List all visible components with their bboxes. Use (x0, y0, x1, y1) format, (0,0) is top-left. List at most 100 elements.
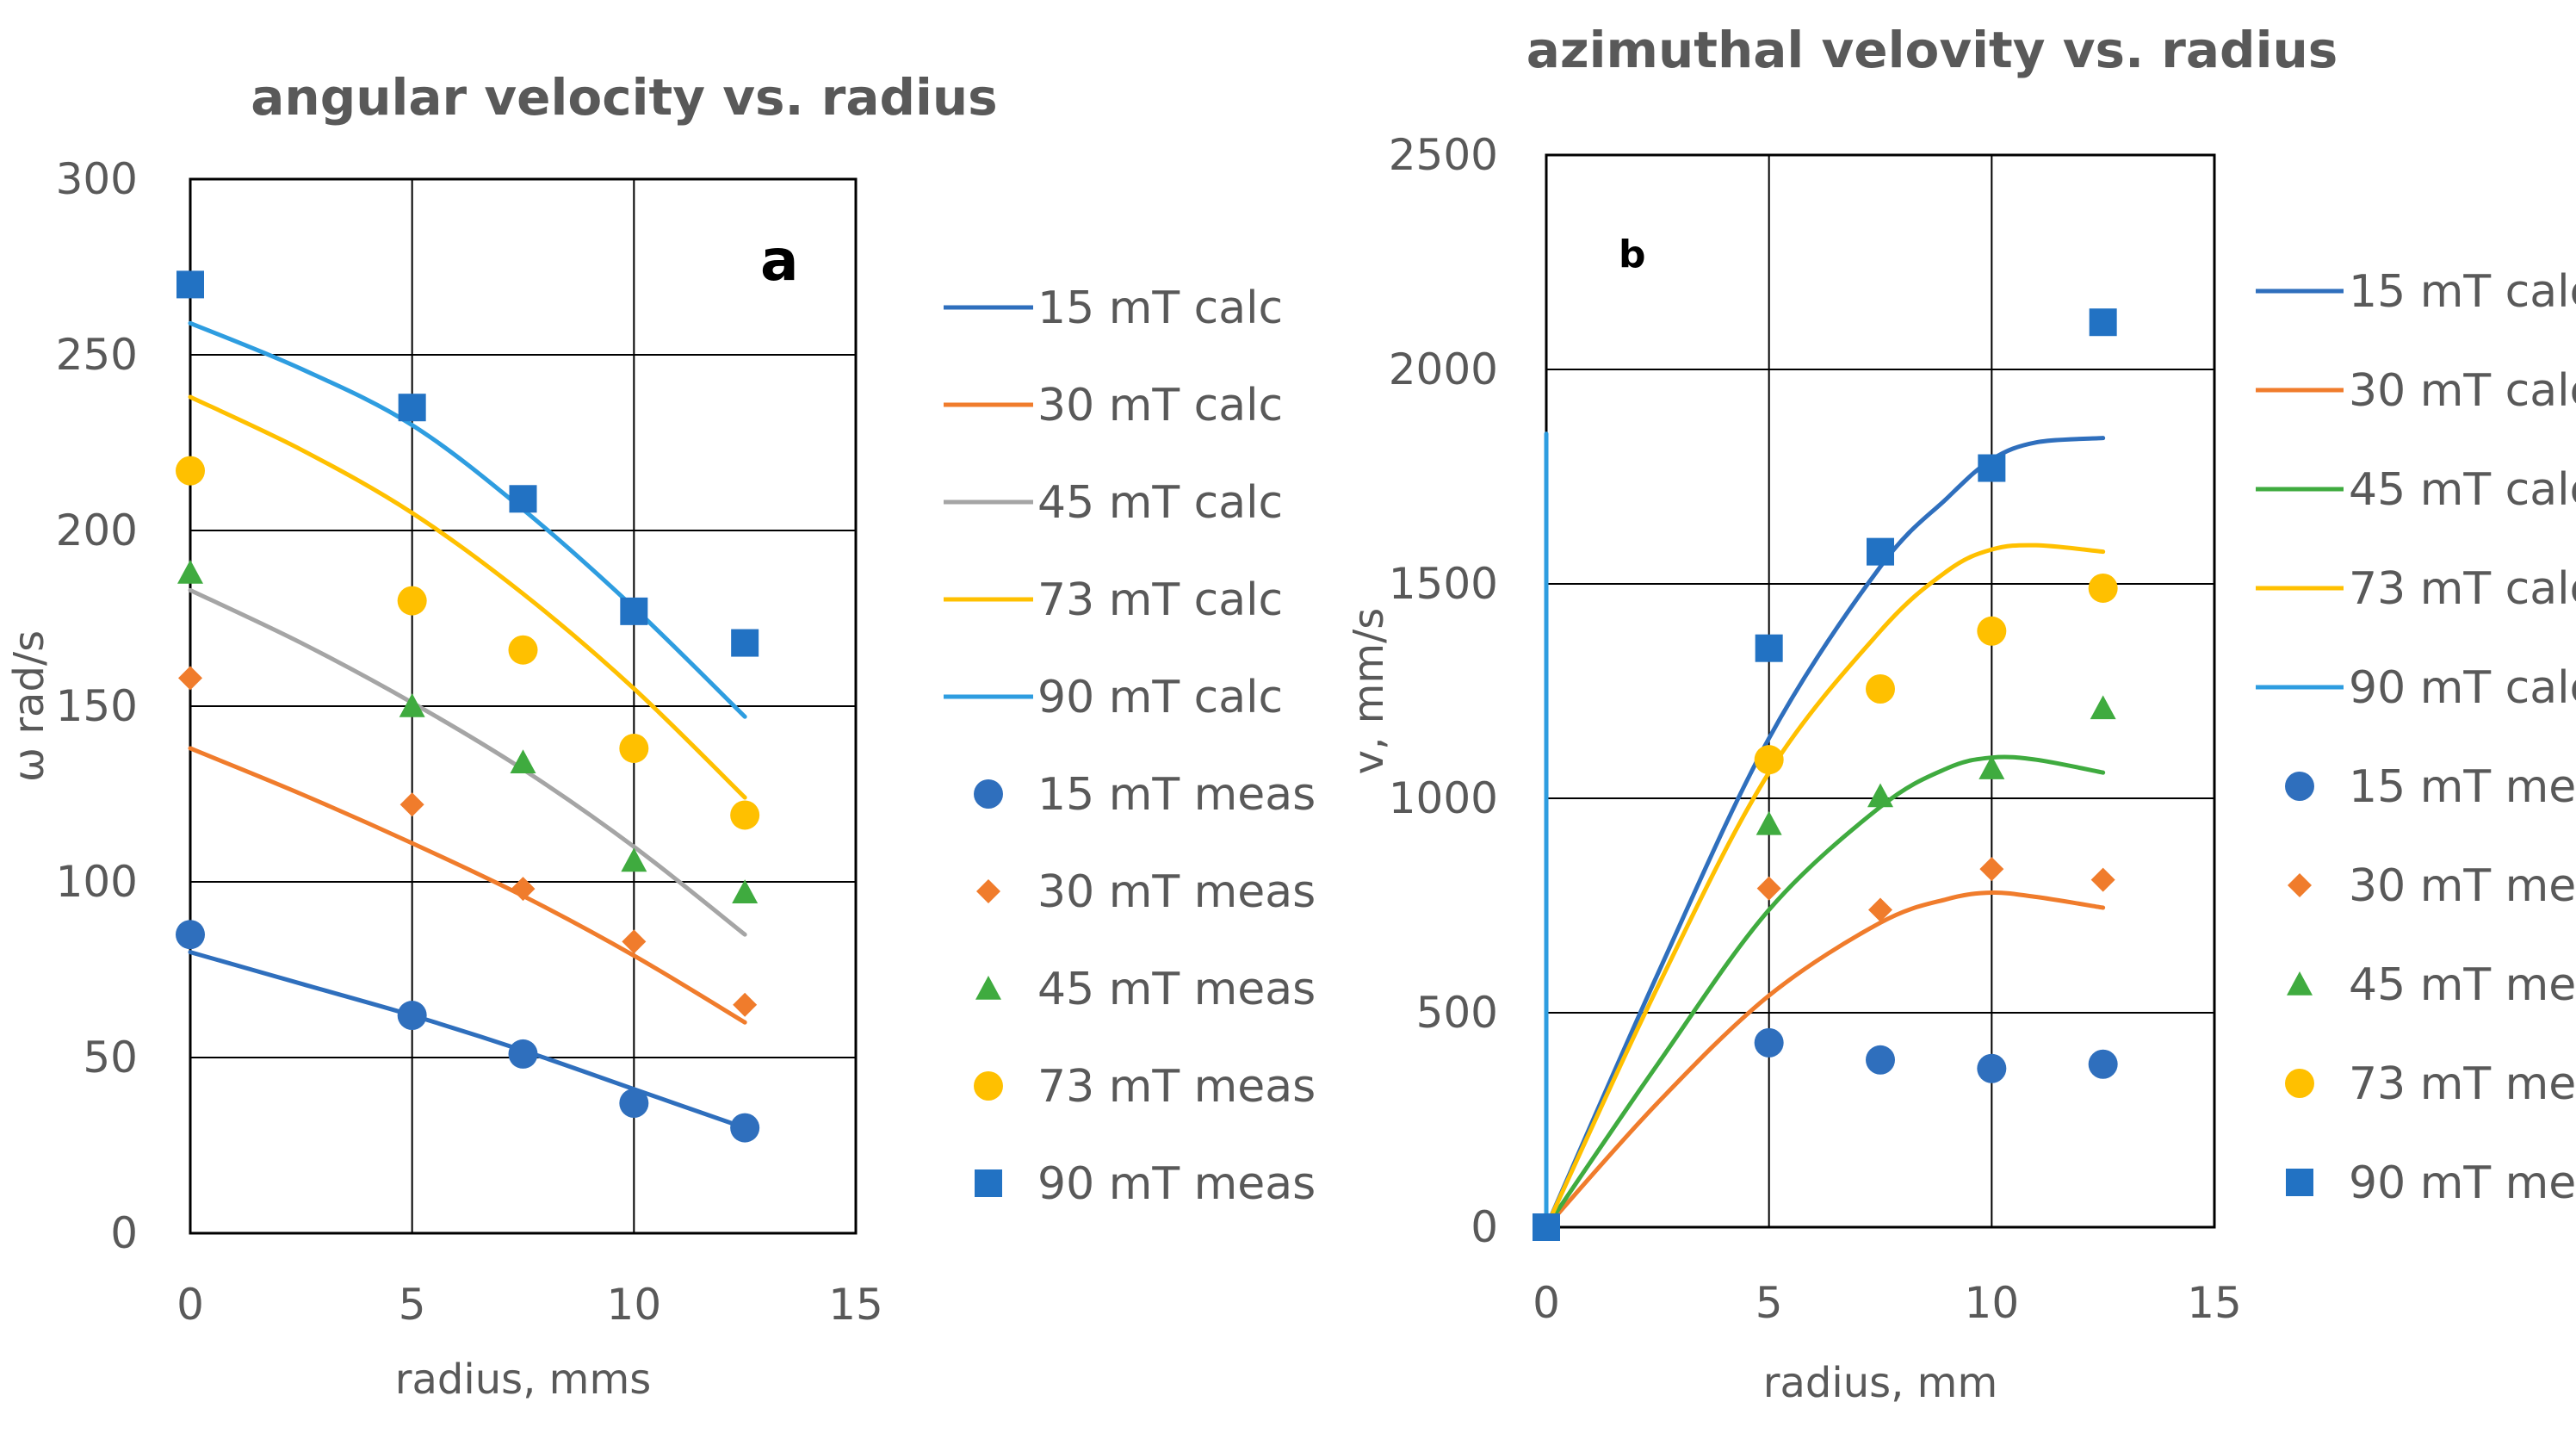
y-tick-label: 2000 (1389, 344, 1498, 394)
data-point-90-mt-meas (2089, 308, 2117, 337)
y-tick-label: 2500 (1389, 130, 1498, 180)
x-tick-label: 10 (1965, 1278, 2020, 1328)
data-point-15-mt-meas (2088, 1049, 2118, 1079)
data-point-90-mt-meas (1978, 454, 2006, 482)
data-point-15-mt-meas (730, 1113, 760, 1143)
y-axis-label: ω rad/s (5, 630, 53, 782)
data-point-45-mt-meas (1978, 755, 2005, 779)
legend-label-15-mt-calc: 15 mT calc (2349, 266, 2576, 318)
chart-title: azimuthal velovity vs. radius (1526, 21, 2338, 79)
data-point-90-mt-meas (176, 270, 204, 299)
data-point-15-mt-meas (508, 1039, 538, 1069)
series-line-90-mt-calc (188, 320, 747, 719)
series-90-mt-meas (1533, 308, 2117, 1241)
data-point-15-mt-meas (397, 1001, 427, 1031)
data-point-15-mt-meas (1977, 1053, 2007, 1083)
legend-label-15-mt-meas: 15 mT meas (2349, 761, 2576, 813)
data-point-45-mt-meas (1756, 810, 1782, 835)
y-tick-label: 50 (83, 1033, 138, 1083)
series-73-mt-meas (1754, 573, 2118, 775)
legend-swatch-45-mt-meas (2287, 971, 2313, 996)
x-axis-label: radius, mm (1763, 1359, 1997, 1407)
legend-label-30-mt-calc: 30 mT calc (2349, 365, 2576, 417)
data-point-30-mt-meas (2090, 867, 2115, 892)
legend-label-73-mt-meas: 73 mT meas (1037, 1061, 1316, 1113)
legend-swatch-90-mt-meas (975, 1169, 1002, 1197)
y-tick-label: 500 (1416, 988, 1498, 1038)
data-point-15-mt-meas (176, 920, 205, 950)
data-point-30-mt-meas (1756, 876, 1781, 901)
data-point-45-mt-meas (1867, 783, 1893, 808)
data-point-15-mt-meas (1866, 1045, 1895, 1075)
data-point-45-mt-meas (2090, 695, 2116, 720)
x-tick-label: 10 (607, 1280, 662, 1330)
series-45-mt-meas (177, 559, 759, 903)
y-tick-label: 150 (56, 681, 138, 731)
legend-label-15-mt-meas: 15 mT meas (1037, 769, 1316, 821)
series-15-mt-meas (176, 920, 760, 1143)
legend-label-73-mt-calc: 73 mT calc (1037, 574, 1283, 626)
data-point-73-mt-meas (1977, 616, 2007, 646)
data-point-45-mt-meas (621, 847, 647, 872)
panel-a: angular velocity vs. radius0501001502002… (5, 68, 1316, 1404)
series-line-45-mt-calc (1544, 754, 2106, 1230)
y-tick-label: 0 (110, 1208, 138, 1258)
series-73-mt-meas (176, 456, 760, 830)
series-90-mt-meas (176, 270, 759, 657)
data-point-30-mt-meas (511, 877, 536, 902)
panel-letter: a (760, 227, 799, 294)
series-15-mt-calc (188, 950, 747, 1131)
legend-swatch-73-mt-meas (974, 1071, 1003, 1101)
series-15-mt-calc (1544, 436, 2106, 1230)
data-point-90-mt-meas (731, 629, 759, 657)
data-point-90-mt-meas (620, 597, 648, 625)
data-point-90-mt-meas (1867, 537, 1894, 566)
y-tick-label: 0 (1471, 1202, 1498, 1252)
legend-label-90-mt-calc: 90 mT calc (1037, 672, 1283, 723)
series-30-mt-calc (188, 746, 747, 1025)
series-line-45-mt-calc (188, 587, 747, 937)
series-line-73-mt-calc (1544, 543, 2106, 1230)
data-point-73-mt-meas (1866, 674, 1895, 704)
series-15-mt-meas (1754, 1027, 2118, 1083)
series-90-mt-calc (188, 320, 747, 719)
x-tick-label: 0 (1533, 1278, 1560, 1328)
data-point-73-mt-meas (397, 586, 427, 616)
x-tick-label: 15 (2187, 1278, 2242, 1328)
data-point-30-mt-meas (399, 792, 424, 817)
y-tick-label: 250 (56, 330, 138, 380)
legend-label-45-mt-meas: 45 mT meas (1037, 964, 1316, 1015)
legend-swatch-73-mt-meas (2285, 1069, 2314, 1098)
series-line-15-mt-calc (1544, 436, 2106, 1230)
data-point-73-mt-meas (176, 456, 205, 486)
data-point-30-mt-meas (1979, 857, 2004, 882)
data-point-73-mt-meas (2088, 573, 2118, 603)
legend-swatch-30-mt-meas (976, 879, 1000, 903)
series-45-mt-calc (1544, 754, 2106, 1230)
x-tick-label: 5 (399, 1280, 426, 1330)
data-point-45-mt-meas (510, 749, 536, 774)
y-tick-label: 100 (56, 857, 138, 907)
series-30-mt-meas (178, 666, 758, 1017)
series-30-mt-calc (1544, 890, 2106, 1230)
x-tick-label: 15 (828, 1280, 883, 1330)
legend-label-30-mt-calc: 30 mT calc (1037, 380, 1283, 431)
legend-label-45-mt-meas: 45 mT meas (2349, 959, 2576, 1011)
x-tick-label: 0 (176, 1280, 204, 1330)
data-point-15-mt-meas (619, 1089, 649, 1119)
data-point-45-mt-meas (177, 559, 203, 584)
legend-swatch-45-mt-meas (975, 976, 1001, 1000)
data-point-73-mt-meas (619, 733, 649, 763)
legend-label-30-mt-meas: 30 mT meas (2349, 860, 2576, 912)
series-73-mt-calc (1544, 543, 2106, 1230)
legend-label-45-mt-calc: 45 mT calc (1037, 477, 1283, 529)
data-point-30-mt-meas (1868, 897, 1892, 922)
data-point-15-mt-meas (1754, 1027, 1784, 1058)
legend-swatch-15-mt-meas (974, 779, 1003, 809)
legend-swatch-90-mt-meas (2286, 1169, 2313, 1196)
legend-label-90-mt-calc: 90 mT calc (2349, 662, 2576, 714)
data-point-30-mt-meas (178, 666, 202, 691)
data-point-30-mt-meas (733, 992, 758, 1017)
